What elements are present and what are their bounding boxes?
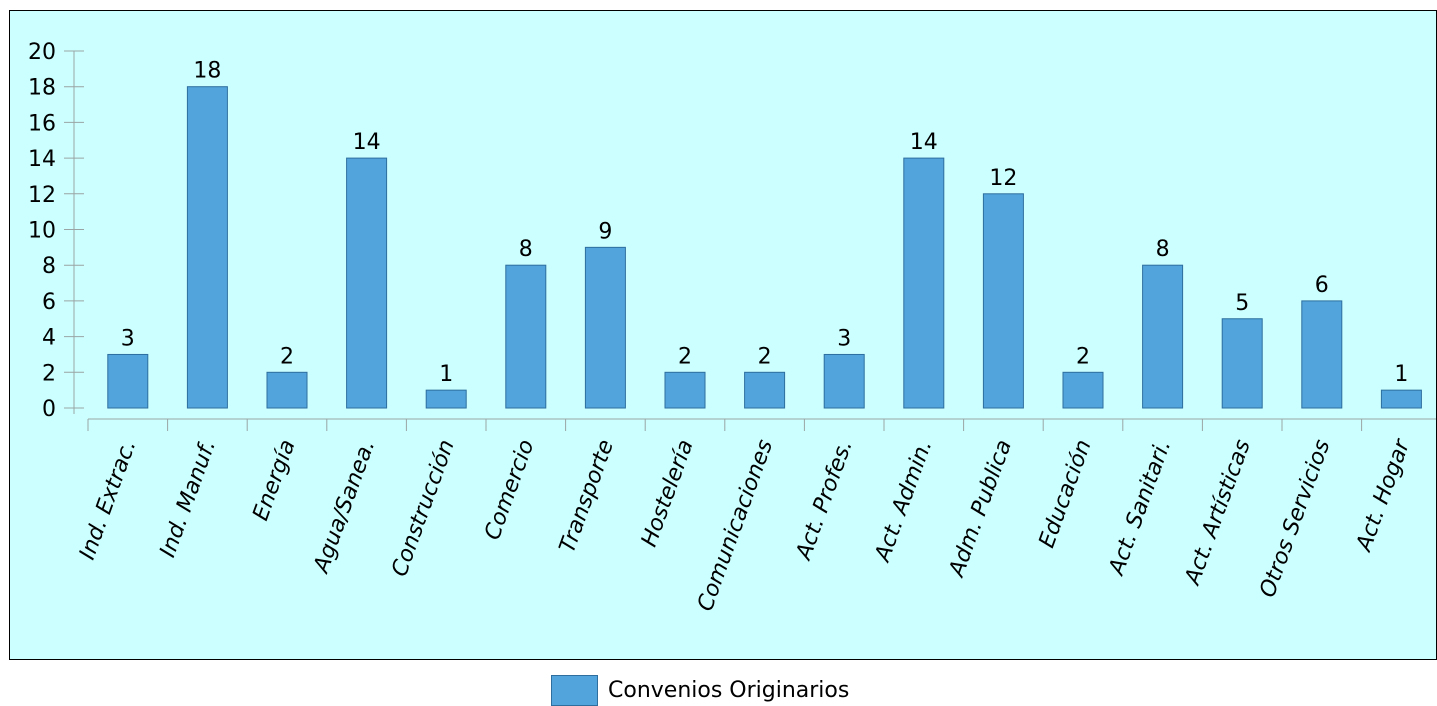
bar — [1062, 371, 1104, 409]
bar — [823, 353, 865, 409]
data-label: 6 — [1315, 273, 1329, 298]
data-label: 1 — [1394, 362, 1408, 387]
data-label: 14 — [353, 130, 381, 155]
y-tick-label: 12 — [28, 183, 56, 208]
bar — [505, 264, 547, 409]
bar — [107, 353, 149, 409]
category-label: Adm. Publica — [944, 437, 1017, 582]
category-label: Educación — [1034, 437, 1096, 552]
bar — [425, 389, 467, 409]
data-label: 9 — [598, 219, 612, 244]
y-tick-label: 0 — [42, 397, 56, 422]
category-label: Act. Profes. — [791, 437, 858, 565]
y-tick-label: 10 — [28, 219, 56, 244]
data-label: 18 — [193, 59, 221, 84]
bar — [1301, 300, 1343, 409]
y-tick-label: 2 — [42, 361, 56, 386]
y-tick-label: 20 — [28, 40, 56, 65]
bar — [903, 157, 945, 409]
data-label: 5 — [1235, 291, 1249, 316]
data-label: 14 — [910, 130, 938, 155]
bar — [1142, 264, 1184, 409]
bar — [664, 371, 706, 409]
category-label: Energía — [248, 437, 300, 524]
chart-area: 0 2 4 6 8 10 12 14 16 18 20 3 Ind. Extrac. 18 Ind. Man… — [9, 10, 1437, 660]
data-label: 2 — [758, 344, 772, 369]
category-label: Otros Servicios — [1255, 437, 1335, 601]
y-tick-label: 14 — [28, 147, 56, 172]
data-label: 3 — [837, 326, 851, 351]
bar — [186, 86, 228, 409]
category-label: Act. Sanitari. — [1104, 437, 1177, 580]
category-label: Comercio — [480, 437, 539, 544]
y-tick-label: 4 — [42, 326, 56, 351]
data-label: 12 — [989, 166, 1017, 191]
data-label: 8 — [519, 237, 533, 262]
data-label: 2 — [678, 344, 692, 369]
bar — [744, 371, 786, 409]
category-label: Hostelería — [637, 437, 699, 551]
data-label: 2 — [280, 344, 294, 369]
y-tick-label: 18 — [28, 76, 56, 101]
category-label: Ind. Manuf. — [155, 437, 221, 561]
axes — [64, 50, 1436, 431]
data-label: 1 — [439, 362, 453, 387]
category-label: Act. Admin. — [870, 437, 938, 567]
y-tick-label: 6 — [42, 290, 56, 315]
category-label: Agua/Sanea. — [308, 437, 380, 578]
bar — [1380, 389, 1422, 409]
category-label: Comunicaciones — [693, 437, 778, 615]
category-label: Act. Hogar — [1351, 435, 1416, 557]
bar — [982, 193, 1024, 409]
data-label: 2 — [1076, 344, 1090, 369]
category-label: Ind. Extrac. — [75, 437, 141, 564]
bar — [1221, 318, 1263, 409]
category-label: Act. Artísticas — [1180, 437, 1256, 590]
legend: Convenios Originarios — [551, 675, 849, 706]
bar — [266, 371, 308, 409]
category-label: Transporte — [555, 437, 619, 557]
legend-label: Convenios Originarios — [608, 678, 850, 703]
bar — [584, 246, 626, 409]
bar — [346, 157, 388, 409]
data-label: 8 — [1156, 237, 1170, 262]
bars — [107, 86, 1422, 409]
category-label: Construcción — [387, 437, 460, 580]
data-label: 3 — [121, 326, 135, 351]
y-tick-label: 16 — [28, 111, 56, 136]
y-tick-label: 8 — [42, 254, 56, 279]
legend-swatch — [551, 675, 598, 706]
